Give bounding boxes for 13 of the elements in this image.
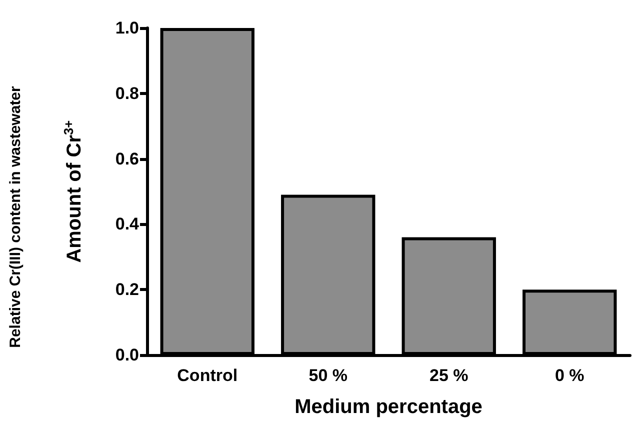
x-tick-label: 50 % <box>308 366 348 385</box>
text: Relative Cr(III) content in wastewater <box>7 86 24 348</box>
y-tick-label: 0.8 <box>115 84 139 103</box>
y-tick-label: 0.0 <box>115 346 139 364</box>
x-tick-label: 0 % <box>554 366 584 385</box>
x-tick-label: Control <box>177 366 238 385</box>
y-tick-label: 0.4 <box>115 214 140 234</box>
y-tick-label: 0.6 <box>115 149 139 168</box>
y-tick-label: 0.2 <box>115 280 139 300</box>
x-axis-title: Medium percentage <box>294 396 482 418</box>
x-tick-label: 25 % <box>430 366 468 385</box>
y-axis-title: Amount of Cr3+ <box>61 120 86 263</box>
y-tick-label: 1.0 <box>115 18 139 38</box>
